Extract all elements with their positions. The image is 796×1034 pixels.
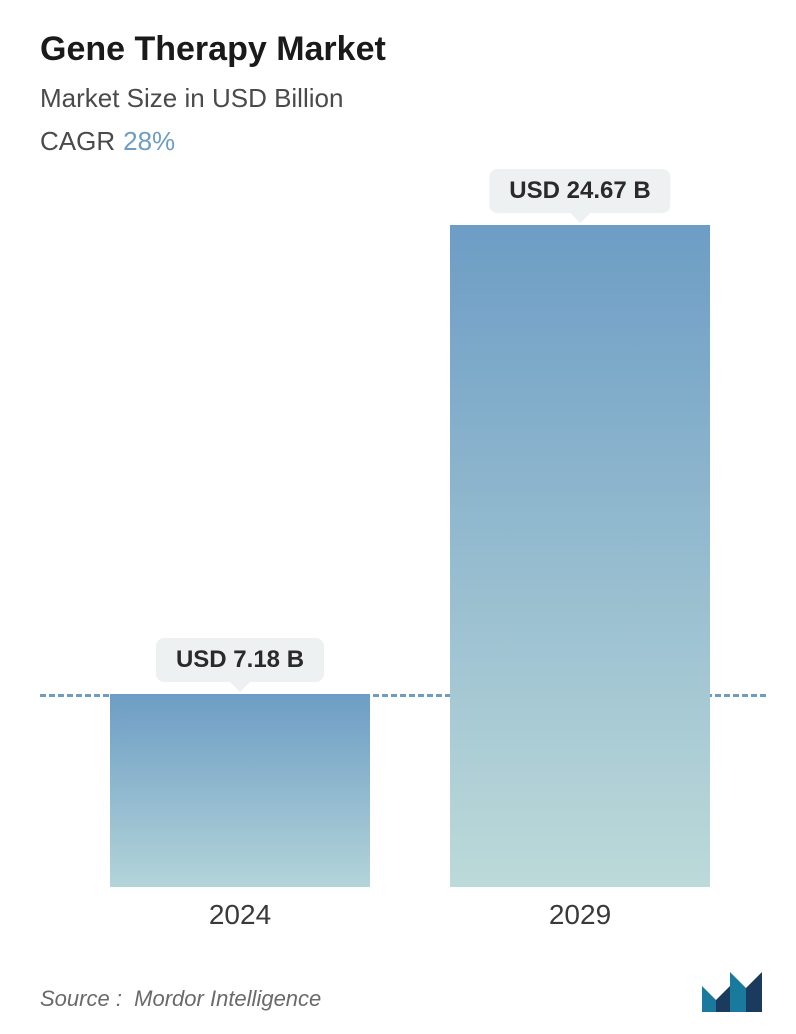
cagr-line: CAGR 28%	[40, 126, 766, 157]
source-attribution: Source : Mordor Intelligence	[40, 986, 321, 1012]
chart-title: Gene Therapy Market	[40, 30, 766, 69]
chart-plot-area: USD 7.18 B USD 24.67 B	[40, 167, 766, 887]
chart-footer: Source : Mordor Intelligence	[40, 972, 766, 1012]
cagr-value: 28%	[123, 126, 175, 156]
source-name: Mordor Intelligence	[134, 986, 321, 1011]
x-label-2029: 2029	[549, 899, 611, 931]
mordor-logo-icon	[702, 972, 766, 1012]
x-label-2024: 2024	[209, 899, 271, 931]
value-label-2029: USD 24.67 B	[489, 169, 670, 213]
bar-2024: USD 7.18 B	[110, 694, 370, 887]
chart-subtitle: Market Size in USD Billion	[40, 83, 766, 114]
cagr-label: CAGR	[40, 126, 115, 156]
x-axis-labels: 2024 2029	[40, 899, 766, 949]
bar-fill	[110, 694, 370, 887]
bar-2029: USD 24.67 B	[450, 225, 710, 887]
value-label-2024: USD 7.18 B	[156, 638, 324, 682]
source-label: Source :	[40, 986, 122, 1011]
bar-fill	[450, 225, 710, 887]
